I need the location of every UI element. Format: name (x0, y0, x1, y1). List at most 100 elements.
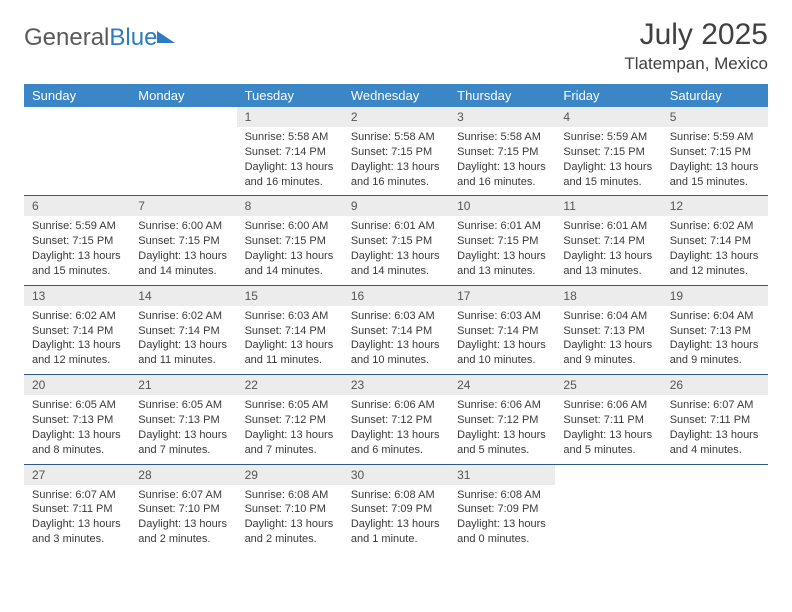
day-number: 1 (237, 107, 343, 127)
calendar-cell: 7Sunrise: 6:00 AMSunset: 7:15 PMDaylight… (130, 196, 236, 285)
calendar-cell: 26Sunrise: 6:07 AMSunset: 7:11 PMDayligh… (662, 375, 768, 464)
day-info: Sunrise: 6:05 AMSunset: 7:13 PMDaylight:… (24, 395, 130, 463)
day-number: 29 (237, 465, 343, 485)
col-header: Thursday (449, 84, 555, 107)
calendar-week-row: 13Sunrise: 6:02 AMSunset: 7:14 PMDayligh… (24, 285, 768, 374)
calendar-cell: 6Sunrise: 5:59 AMSunset: 7:15 PMDaylight… (24, 196, 130, 285)
day-number: 20 (24, 375, 130, 395)
day-info: Sunrise: 6:04 AMSunset: 7:13 PMDaylight:… (555, 306, 661, 374)
calendar-cell (130, 107, 236, 196)
day-info: Sunrise: 6:07 AMSunset: 7:11 PMDaylight:… (24, 485, 130, 553)
day-info: Sunrise: 5:58 AMSunset: 7:14 PMDaylight:… (237, 127, 343, 195)
calendar-cell: 10Sunrise: 6:01 AMSunset: 7:15 PMDayligh… (449, 196, 555, 285)
day-info: Sunrise: 6:03 AMSunset: 7:14 PMDaylight:… (343, 306, 449, 374)
day-info: Sunrise: 6:00 AMSunset: 7:15 PMDaylight:… (237, 216, 343, 284)
logo: GeneralBlue (24, 18, 175, 52)
calendar-cell: 8Sunrise: 6:00 AMSunset: 7:15 PMDaylight… (237, 196, 343, 285)
col-header: Wednesday (343, 84, 449, 107)
calendar-cell: 24Sunrise: 6:06 AMSunset: 7:12 PMDayligh… (449, 375, 555, 464)
calendar-cell: 22Sunrise: 6:05 AMSunset: 7:12 PMDayligh… (237, 375, 343, 464)
day-info: Sunrise: 6:01 AMSunset: 7:15 PMDaylight:… (449, 216, 555, 284)
day-number: 11 (555, 196, 661, 216)
logo-mark-icon (157, 31, 175, 43)
day-info: Sunrise: 6:00 AMSunset: 7:15 PMDaylight:… (130, 216, 236, 284)
calendar-cell: 31Sunrise: 6:08 AMSunset: 7:09 PMDayligh… (449, 464, 555, 553)
calendar-header-row: SundayMondayTuesdayWednesdayThursdayFrid… (24, 84, 768, 107)
col-header: Tuesday (237, 84, 343, 107)
calendar-table: SundayMondayTuesdayWednesdayThursdayFrid… (24, 84, 768, 553)
day-number: 25 (555, 375, 661, 395)
day-number: 18 (555, 286, 661, 306)
calendar-cell (555, 464, 661, 553)
day-info: Sunrise: 6:05 AMSunset: 7:13 PMDaylight:… (130, 395, 236, 463)
calendar-cell: 13Sunrise: 6:02 AMSunset: 7:14 PMDayligh… (24, 285, 130, 374)
day-number: 17 (449, 286, 555, 306)
calendar-cell: 23Sunrise: 6:06 AMSunset: 7:12 PMDayligh… (343, 375, 449, 464)
day-info: Sunrise: 6:06 AMSunset: 7:12 PMDaylight:… (343, 395, 449, 463)
calendar-cell: 27Sunrise: 6:07 AMSunset: 7:11 PMDayligh… (24, 464, 130, 553)
day-number: 2 (343, 107, 449, 127)
day-info: Sunrise: 6:08 AMSunset: 7:10 PMDaylight:… (237, 485, 343, 553)
calendar-cell: 12Sunrise: 6:02 AMSunset: 7:14 PMDayligh… (662, 196, 768, 285)
logo-text: GeneralBlue (24, 24, 157, 52)
day-info: Sunrise: 6:02 AMSunset: 7:14 PMDaylight:… (662, 216, 768, 284)
day-info: Sunrise: 6:08 AMSunset: 7:09 PMDaylight:… (449, 485, 555, 553)
day-number: 4 (555, 107, 661, 127)
day-info: Sunrise: 5:59 AMSunset: 7:15 PMDaylight:… (24, 216, 130, 284)
day-info: Sunrise: 6:02 AMSunset: 7:14 PMDaylight:… (130, 306, 236, 374)
day-number: 27 (24, 465, 130, 485)
col-header: Monday (130, 84, 236, 107)
day-number: 13 (24, 286, 130, 306)
day-number: 22 (237, 375, 343, 395)
day-number: 21 (130, 375, 236, 395)
col-header: Sunday (24, 84, 130, 107)
day-number: 24 (449, 375, 555, 395)
calendar-body: 1Sunrise: 5:58 AMSunset: 7:14 PMDaylight… (24, 107, 768, 553)
calendar-cell: 19Sunrise: 6:04 AMSunset: 7:13 PMDayligh… (662, 285, 768, 374)
calendar-cell: 29Sunrise: 6:08 AMSunset: 7:10 PMDayligh… (237, 464, 343, 553)
day-number: 7 (130, 196, 236, 216)
calendar-cell: 20Sunrise: 6:05 AMSunset: 7:13 PMDayligh… (24, 375, 130, 464)
day-number: 15 (237, 286, 343, 306)
calendar-cell: 28Sunrise: 6:07 AMSunset: 7:10 PMDayligh… (130, 464, 236, 553)
day-info: Sunrise: 6:04 AMSunset: 7:13 PMDaylight:… (662, 306, 768, 374)
day-info: Sunrise: 5:59 AMSunset: 7:15 PMDaylight:… (662, 127, 768, 195)
calendar-week-row: 6Sunrise: 5:59 AMSunset: 7:15 PMDaylight… (24, 196, 768, 285)
header: GeneralBlue July 2025 Tlatempan, Mexico (24, 18, 768, 74)
day-info: Sunrise: 6:07 AMSunset: 7:11 PMDaylight:… (662, 395, 768, 463)
title-block: July 2025 Tlatempan, Mexico (624, 18, 768, 74)
location-label: Tlatempan, Mexico (624, 54, 768, 74)
calendar-cell: 14Sunrise: 6:02 AMSunset: 7:14 PMDayligh… (130, 285, 236, 374)
calendar-cell: 1Sunrise: 5:58 AMSunset: 7:14 PMDaylight… (237, 107, 343, 196)
day-info: Sunrise: 6:01 AMSunset: 7:14 PMDaylight:… (555, 216, 661, 284)
col-header: Saturday (662, 84, 768, 107)
day-info: Sunrise: 6:01 AMSunset: 7:15 PMDaylight:… (343, 216, 449, 284)
day-number: 8 (237, 196, 343, 216)
day-number: 10 (449, 196, 555, 216)
day-number: 23 (343, 375, 449, 395)
calendar-cell: 15Sunrise: 6:03 AMSunset: 7:14 PMDayligh… (237, 285, 343, 374)
day-info: Sunrise: 6:02 AMSunset: 7:14 PMDaylight:… (24, 306, 130, 374)
day-info: Sunrise: 6:06 AMSunset: 7:12 PMDaylight:… (449, 395, 555, 463)
day-number: 9 (343, 196, 449, 216)
day-number: 12 (662, 196, 768, 216)
day-number: 28 (130, 465, 236, 485)
day-info: Sunrise: 6:03 AMSunset: 7:14 PMDaylight:… (237, 306, 343, 374)
page-title: July 2025 (624, 18, 768, 52)
calendar-cell: 2Sunrise: 5:58 AMSunset: 7:15 PMDaylight… (343, 107, 449, 196)
calendar-week-row: 1Sunrise: 5:58 AMSunset: 7:14 PMDaylight… (24, 107, 768, 196)
calendar-cell: 17Sunrise: 6:03 AMSunset: 7:14 PMDayligh… (449, 285, 555, 374)
col-header: Friday (555, 84, 661, 107)
calendar-cell (662, 464, 768, 553)
calendar-cell: 3Sunrise: 5:58 AMSunset: 7:15 PMDaylight… (449, 107, 555, 196)
day-info: Sunrise: 6:03 AMSunset: 7:14 PMDaylight:… (449, 306, 555, 374)
calendar-cell: 18Sunrise: 6:04 AMSunset: 7:13 PMDayligh… (555, 285, 661, 374)
day-info: Sunrise: 5:58 AMSunset: 7:15 PMDaylight:… (449, 127, 555, 195)
calendar-cell (24, 107, 130, 196)
calendar-cell: 9Sunrise: 6:01 AMSunset: 7:15 PMDaylight… (343, 196, 449, 285)
calendar-cell: 11Sunrise: 6:01 AMSunset: 7:14 PMDayligh… (555, 196, 661, 285)
day-info: Sunrise: 6:08 AMSunset: 7:09 PMDaylight:… (343, 485, 449, 553)
day-info: Sunrise: 5:59 AMSunset: 7:15 PMDaylight:… (555, 127, 661, 195)
logo-part1: General (24, 24, 109, 51)
day-info: Sunrise: 6:05 AMSunset: 7:12 PMDaylight:… (237, 395, 343, 463)
